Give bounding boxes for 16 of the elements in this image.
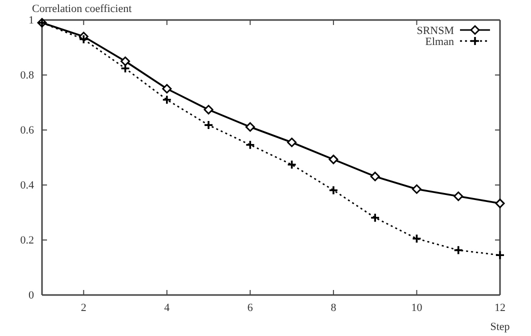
y-tick-label: 1 [28, 14, 34, 27]
y-axis-title: Correlation coefficient [32, 3, 132, 15]
x-tick-label: 6 [247, 302, 254, 314]
y-tick-label: 0.8 [20, 70, 34, 82]
legend-label: SRNSM [416, 25, 454, 37]
y-tick-label: 0.6 [20, 124, 34, 137]
y-tick-label: 0.4 [20, 180, 34, 192]
x-axis-title: Step [490, 321, 510, 333]
x-tick-label: 8 [330, 302, 337, 314]
legend-label: Elman [425, 36, 454, 48]
x-tick-label: 10 [411, 302, 423, 314]
x-tick-label: 2 [80, 302, 86, 314]
x-tick-label: 12 [494, 302, 506, 314]
x-tick-label: 4 [164, 302, 170, 314]
y-tick-label: 0.2 [20, 234, 34, 247]
y-tick-label: 0 [28, 290, 34, 302]
